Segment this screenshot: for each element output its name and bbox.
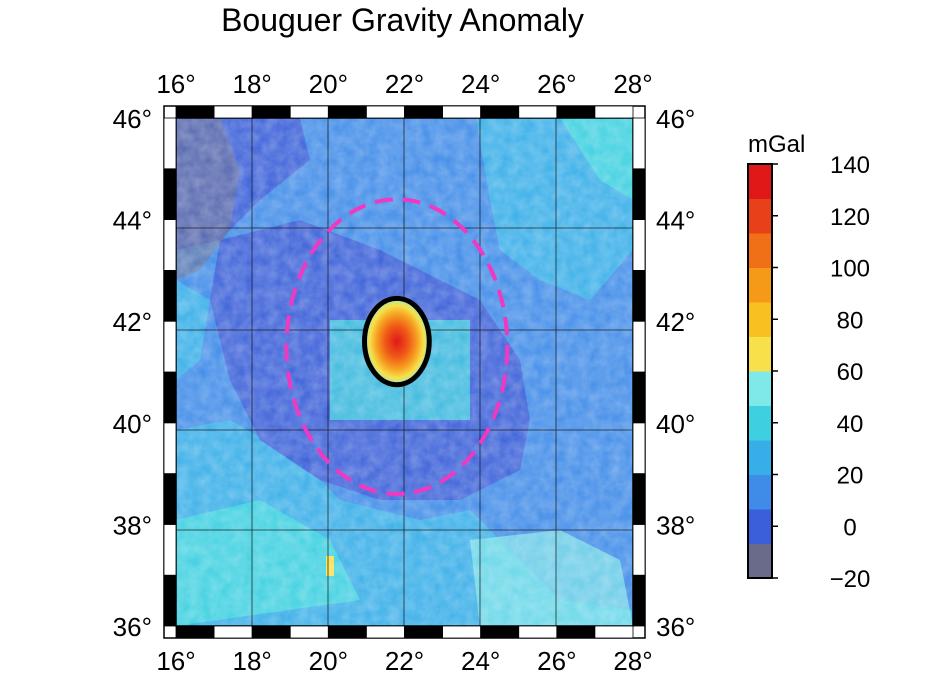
colorbar-tick-label: 40 <box>837 411 864 438</box>
colorbar-segment <box>748 509 772 544</box>
colorbar-segment <box>748 371 772 406</box>
colorbar-segment <box>748 543 772 579</box>
longitude-ticks-bottom: 16° 18° 20° 22° 24° 26° 28° <box>156 646 652 676</box>
latitude-tick-label: 36° <box>656 612 695 642</box>
latitude-tick-label: 36° <box>113 612 152 642</box>
latitude-tick-label: 40° <box>113 409 152 439</box>
longitude-tick-label: 24° <box>461 69 500 99</box>
latitude-tick-label: 46° <box>113 104 152 134</box>
longitude-ticks-top: 16° 18° 20° 22° 24° 26° 28° <box>156 69 652 99</box>
colorbar-segment <box>748 302 772 337</box>
colorbar-tick-label: 60 <box>837 359 864 386</box>
longitude-tick-label: 28° <box>613 69 652 99</box>
colorbar-tick-label: 20 <box>837 463 864 490</box>
colorbar-unit: mGal <box>748 131 805 158</box>
latitude-tick-label: 40° <box>656 409 695 439</box>
longitude-tick-label: 18° <box>233 69 272 99</box>
colorbar-tick-label: 80 <box>837 307 864 334</box>
colorbar-segment <box>748 405 772 441</box>
colorbar-tick-label: −20 <box>830 566 871 593</box>
colorbar-segment <box>748 198 772 234</box>
colorbar-tick-label: 0 <box>843 514 856 541</box>
colorbar-segment <box>748 336 772 372</box>
dashed-ring-marker <box>284 197 510 496</box>
longitude-tick-label: 20° <box>309 646 348 676</box>
colorbar-segment <box>748 267 772 303</box>
colorbar-segment <box>748 164 772 199</box>
colorbar-tick-label: 100 <box>830 256 870 283</box>
colorbar: mGal 140 120 100 80 60 40 20 0 −20 <box>747 131 871 593</box>
colorbar-segment <box>748 440 772 475</box>
colorbar-segment <box>748 233 772 268</box>
map-title: Bouguer Gravity Anomaly <box>221 2 584 38</box>
latitude-tick-label: 38° <box>656 510 695 540</box>
longitude-tick-label: 22° <box>385 69 424 99</box>
longitude-tick-label: 22° <box>385 646 424 676</box>
longitude-tick-label: 28° <box>613 646 652 676</box>
colorbar-tick-label: 120 <box>830 204 870 231</box>
map-markers <box>284 197 510 496</box>
latitude-tick-label: 44° <box>656 206 695 236</box>
longitude-tick-label: 18° <box>233 646 272 676</box>
latitude-ticks-left: 46° 44° 42° 40° 38° 36° <box>113 104 152 642</box>
longitude-tick-label: 26° <box>537 646 576 676</box>
latitude-tick-label: 42° <box>113 307 152 337</box>
colorbar-tick-label: 140 <box>830 152 870 179</box>
latitude-tick-label: 46° <box>656 104 695 134</box>
latitude-tick-label: 42° <box>656 307 695 337</box>
colorbar-segment <box>748 474 772 510</box>
latitude-tick-label: 44° <box>113 206 152 236</box>
longitude-tick-label: 16° <box>156 69 195 99</box>
anomaly-circle-marker <box>362 295 432 388</box>
map-frame <box>163 105 646 639</box>
latitude-tick-label: 38° <box>113 510 152 540</box>
longitude-tick-label: 16° <box>156 646 195 676</box>
latitude-ticks-right: 46° 44° 42° 40° 38° 36° <box>656 104 695 642</box>
longitude-tick-label: 20° <box>309 69 348 99</box>
gravity-high-hotspot <box>362 296 431 387</box>
longitude-tick-label: 26° <box>537 69 576 99</box>
longitude-tick-label: 24° <box>461 646 500 676</box>
